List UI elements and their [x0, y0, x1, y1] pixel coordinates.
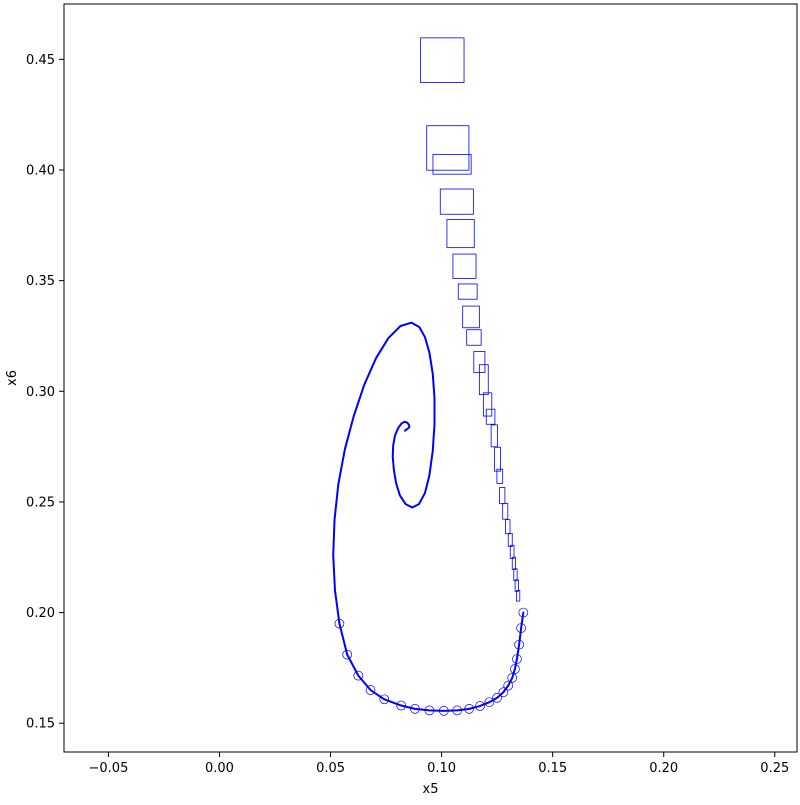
x-tick-label-6: 0.25 [760, 761, 789, 776]
trajectory-point-14 [424, 705, 435, 716]
reach-box-17 [502, 503, 509, 520]
y-tick-label-5: 0.40 [26, 163, 55, 178]
trajectory-point-16 [396, 700, 407, 711]
data-marks [332, 37, 529, 716]
trajectory-point-20 [342, 649, 353, 660]
x-axis-ticks: −0.05 0.00 0.05 0.10 0.15 0.20 0.25 [89, 752, 789, 776]
y-tick-label-0: 0.15 [26, 717, 55, 732]
trajectory-point-12 [452, 705, 463, 716]
reach-box-21 [511, 556, 516, 570]
trajectory-point-3 [512, 654, 522, 664]
trajectory-point-18 [365, 685, 376, 695]
trajectory-line [332, 321, 525, 712]
reach-box-3 [439, 188, 474, 215]
x-axis-label: x5 [423, 782, 439, 797]
trajectory-point-10 [475, 701, 485, 711]
x-tick-label-5: 0.20 [649, 761, 678, 776]
axes-frame [63, 3, 798, 753]
x-tick-label-4: 0.15 [538, 761, 567, 776]
trajectory-point-1 [516, 623, 526, 633]
reach-box-18 [505, 519, 511, 535]
reach-box-1 [426, 125, 470, 171]
trajectory-point-9 [484, 697, 495, 708]
trajectory-point-0 [518, 607, 529, 618]
reach-box-14 [494, 446, 501, 472]
reach-box-0 [420, 37, 465, 83]
reach-box-23 [514, 579, 519, 592]
trajectory-point-21 [334, 618, 345, 629]
reach-box-15 [496, 468, 504, 484]
x-tick-label-2: 0.05 [316, 761, 345, 776]
reach-box-8 [466, 329, 482, 346]
y-tick-label-3: 0.30 [26, 385, 55, 400]
trajectory-box-trace [334, 607, 529, 716]
reach-box-19 [507, 532, 513, 547]
trajectory-point-2 [514, 639, 524, 650]
y-tick-label-4: 0.35 [26, 274, 55, 289]
reach-box-12 [485, 408, 496, 425]
y-tick-label-6: 0.45 [26, 53, 55, 68]
y-axis-ticks: 0.15 0.20 0.25 0.30 0.35 0.40 0.45 [26, 53, 64, 732]
trajectory-point-15 [410, 703, 420, 714]
trajectory-point-17 [379, 694, 390, 705]
trajectory-point-5 [507, 673, 518, 683]
x-tick-label-0: −0.05 [89, 761, 129, 776]
reach-box-11 [482, 392, 493, 417]
reach-box-24 [516, 590, 521, 602]
trajectory-point-13 [438, 705, 449, 716]
reach-box-22 [513, 568, 518, 582]
x-tick-label-1: 0.00 [205, 761, 234, 776]
reach-box-13 [490, 424, 498, 448]
reach-box-6 [457, 283, 478, 300]
trajectory-point-6 [503, 680, 514, 691]
trajectory-point-11 [464, 703, 474, 714]
reach-box-20 [509, 544, 515, 559]
x-tick-label-3: 0.10 [427, 761, 456, 776]
trajectory-point-19 [353, 670, 364, 681]
reach-box-2 [432, 154, 472, 175]
reach-box-10 [478, 364, 489, 395]
reach-box-5 [452, 253, 477, 279]
trajectory-point-8 [492, 692, 502, 703]
reach-box-16 [499, 487, 506, 505]
y-tick-label-1: 0.20 [26, 606, 55, 621]
trajectory-point-7 [498, 687, 509, 698]
y-tick-label-2: 0.25 [26, 495, 55, 510]
reach-box-7 [462, 305, 480, 329]
trajectory-point-4 [510, 664, 520, 674]
reach-box-4 [446, 219, 475, 249]
y-axis-label: x6 [5, 370, 20, 386]
